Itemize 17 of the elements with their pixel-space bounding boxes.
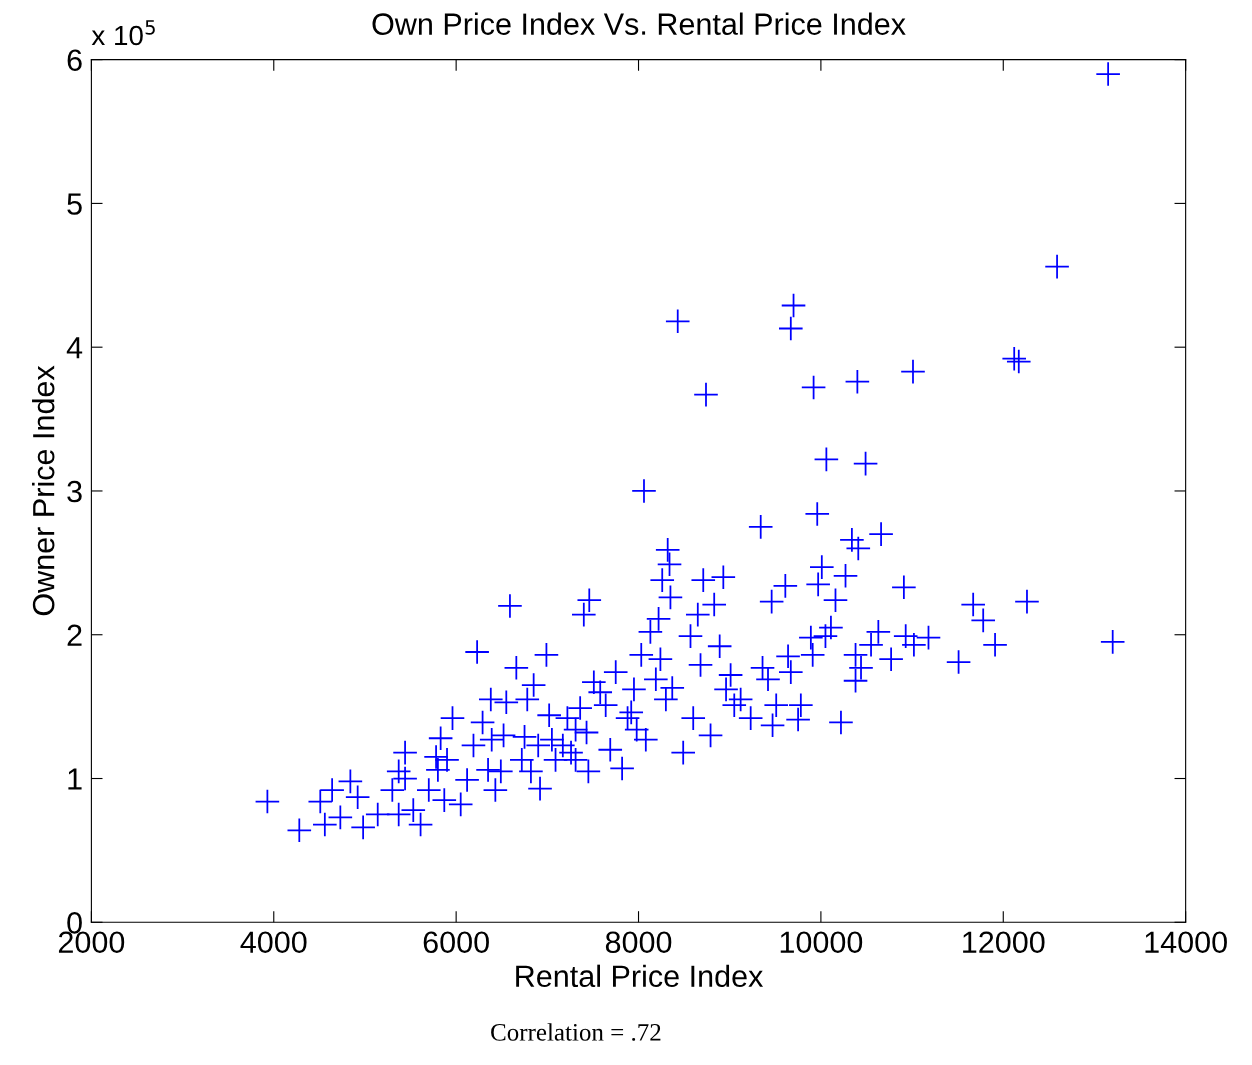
y-tick-label: 5 [67,193,82,215]
x-tick-label: 14000 [1145,931,1227,954]
chart-title: Own Price Index Vs. Rental Price Index [372,12,906,35]
y-tick-label: 2 [67,624,82,646]
text: Correlation = .72 [491,1023,661,1041]
x-tick-label: 6000 [423,931,489,954]
x-tick-label: 4000 [240,931,307,954]
y-tick-label: 1 [68,768,82,790]
x-axis-title: Rental Price Index [516,964,764,988]
x-tick-label: 12000 [963,931,1045,954]
x-tick-label: 8000 [605,931,672,954]
y-tick-label: 3 [67,480,82,503]
text: x 10$^{5}$ [91,20,155,46]
x-tick-label: 10000 [780,931,863,954]
y-axis-title: Owner Price Index [32,365,55,616]
y-tick-label: 4 [66,337,83,359]
y-tick-label: 6 [67,49,82,72]
